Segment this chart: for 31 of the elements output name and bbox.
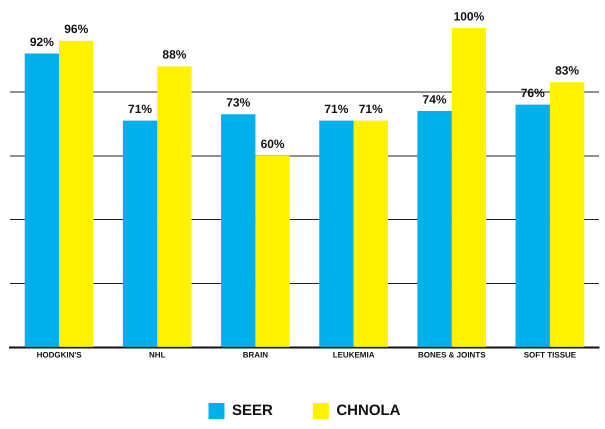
x-tick-label: BRAIN (242, 350, 268, 360)
bar (221, 114, 256, 347)
bar (516, 104, 550, 347)
bar (354, 120, 388, 347)
data-label: 74% (422, 92, 447, 106)
x-tick-label: SOFT TISSUE (524, 350, 577, 360)
bar (24, 54, 60, 347)
data-label: 71% (324, 102, 349, 116)
data-label: 60% (260, 137, 285, 152)
bar (417, 111, 452, 347)
bar (255, 156, 290, 347)
data-label: 96% (64, 22, 89, 36)
data-label: 71% (358, 102, 384, 116)
legend-label: SEER (232, 402, 274, 420)
data-label: 83% (555, 64, 580, 78)
data-label: 73% (226, 96, 251, 110)
x-tick-label: BONES & JOINTS (418, 350, 486, 360)
data-label: 92% (30, 34, 54, 49)
data-label: 71% (128, 102, 152, 116)
x-tick-label: HODGKIN'S (36, 350, 82, 360)
bar (452, 28, 486, 347)
bar (550, 82, 584, 347)
x-tick-label: LEUKEMIA (332, 350, 375, 360)
bar (59, 40, 94, 347)
bar (157, 66, 192, 347)
legend-label: CHNOLA (336, 402, 401, 420)
data-label: 100% (454, 9, 485, 24)
bar (122, 120, 158, 347)
x-tick-label: NHL (149, 350, 166, 360)
bar (319, 120, 354, 347)
data-label: 88% (162, 48, 187, 62)
